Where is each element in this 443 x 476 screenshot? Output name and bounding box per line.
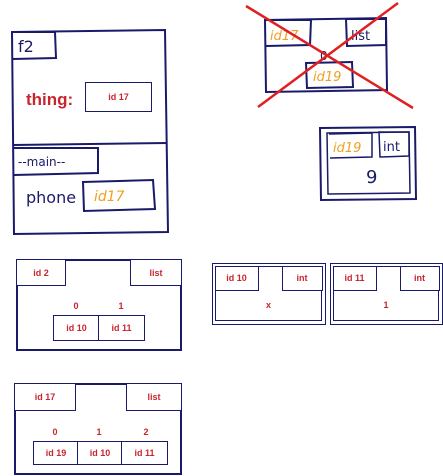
int-id11-inner: id 11 int 1 <box>332 265 440 321</box>
f2-frame-name: f2 <box>18 37 34 56</box>
cross-line-1 <box>245 4 414 110</box>
list-id17-object: id 17 list 0 1 2 id 19 id 10 id 11 <box>14 383 182 475</box>
list-id17-index-2: 2 <box>143 427 149 437</box>
f2-thing-value-box: id 17 <box>85 82 152 112</box>
list-id2-index-1: 1 <box>118 301 124 311</box>
f2-thing-value: id 17 <box>108 92 129 102</box>
crossed-id-tab <box>265 19 313 47</box>
int-9-type-tab <box>378 131 410 158</box>
int-9-outline <box>318 125 418 202</box>
list-id2-index-0: 0 <box>73 301 79 311</box>
list-id17-id: id 17 <box>14 383 76 411</box>
int-9-type: int <box>383 140 400 155</box>
list-id17-element-2: id 11 <box>121 441 168 465</box>
list-id2-element-1: id 11 <box>98 315 145 341</box>
int-id11-object: id 11 int 1 <box>330 263 443 325</box>
main-name-tab <box>13 147 99 176</box>
cross-line-2 <box>257 1 399 109</box>
int-id11-value: 1 <box>383 300 389 310</box>
list-id2-element-0: id 10 <box>53 315 100 341</box>
phone-value-box <box>81 178 157 213</box>
int-9-value: 9 <box>366 167 377 188</box>
f2-var-thing: thing: <box>26 90 73 109</box>
main-var-phone: phone <box>26 188 76 207</box>
int-9-id-tab <box>328 132 373 159</box>
f2-name-tab <box>12 31 58 60</box>
main-frame-name: --main-- <box>18 155 65 169</box>
crossed-object-index: 0 <box>320 49 328 63</box>
crossed-element: id19 <box>313 70 341 85</box>
int-id10-id: id 10 <box>214 265 259 291</box>
int-id10-type: int <box>281 265 323 291</box>
int-id10-object: id 10 int x <box>212 263 326 325</box>
int-id11-type: int <box>399 265 440 291</box>
int-id11-id: id 11 <box>332 265 377 291</box>
list-id2-type: list <box>130 259 182 286</box>
int-9-id: id19 <box>333 141 361 156</box>
list-id17-type: list <box>126 383 182 411</box>
crossed-object-type: list <box>351 29 370 44</box>
frame-divider <box>12 142 168 146</box>
list-id2-id: id 2 <box>16 259 66 286</box>
crossed-type-tab <box>344 18 387 48</box>
int-id10-value: x <box>265 300 271 310</box>
int-id10-inner: id 10 int x <box>214 265 323 321</box>
list-id17-index-0: 0 <box>52 427 58 437</box>
list-id17-index-1: 1 <box>96 427 102 437</box>
phone-value: id17 <box>94 189 125 205</box>
list-id17-element-1: id 10 <box>77 441 123 465</box>
f2-frame-outline <box>10 28 170 236</box>
list-id2-object: id 2 list 0 1 id 10 id 11 <box>16 259 182 351</box>
list-id17-element-0: id 19 <box>33 441 79 465</box>
